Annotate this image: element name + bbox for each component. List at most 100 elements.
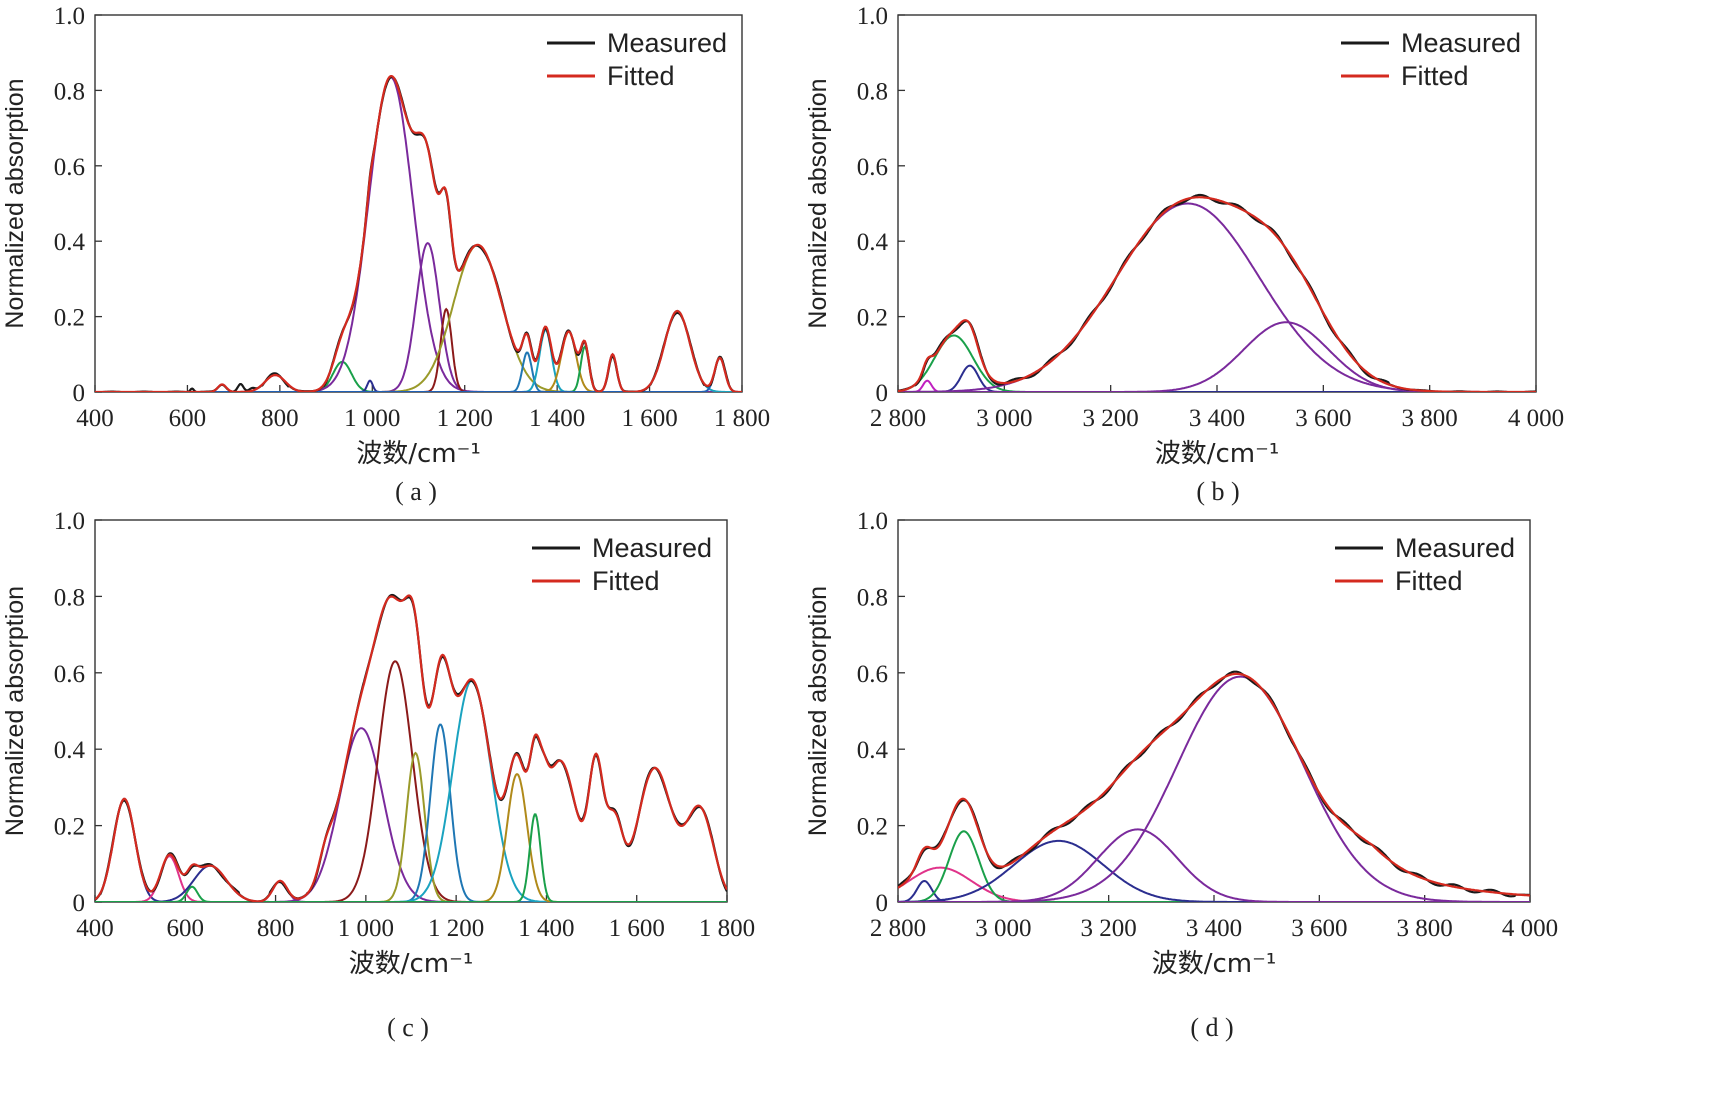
- panel-caption: ( d ): [1190, 1013, 1233, 1042]
- y-tick-label: 1.0: [857, 508, 888, 535]
- panel-caption: ( b ): [1196, 477, 1239, 506]
- y-tick-label: 0.8: [857, 78, 888, 105]
- fitted-line: [95, 594, 727, 902]
- component-peak-13: [95, 352, 742, 392]
- component-peak-4: [898, 839, 1530, 902]
- legend-label-measured: Measured: [1401, 28, 1521, 58]
- component-peak-2: [95, 855, 727, 902]
- component-peak-6: [95, 241, 742, 392]
- x-tick-label: 3 000: [976, 405, 1032, 432]
- x-tick-label: 1 800: [714, 405, 770, 432]
- legend-label-fitted: Fitted: [1401, 61, 1469, 91]
- y-tick-label: 1.0: [54, 3, 85, 30]
- y-tick-label: 0.8: [54, 78, 85, 105]
- x-tick-label: 1 200: [428, 915, 484, 942]
- y-tick-label: 0.2: [54, 814, 85, 841]
- component-peak-5: [95, 76, 742, 392]
- legend-label-measured: Measured: [592, 533, 712, 563]
- y-tick-label: 0: [876, 890, 889, 917]
- y-tick-label: 0.4: [54, 737, 86, 764]
- component-peak-8: [95, 751, 727, 902]
- x-tick-label: 1 000: [338, 915, 394, 942]
- x-tick-label: 3 200: [1081, 915, 1137, 942]
- component-peak-7: [95, 660, 727, 902]
- x-tick-label: 400: [76, 915, 114, 942]
- x-tick-label: 400: [76, 405, 114, 432]
- y-tick-label: 0: [73, 890, 86, 917]
- x-tick-label: 1 000: [344, 405, 400, 432]
- x-tick-label: 1 200: [437, 405, 493, 432]
- x-tick-label: 3 800: [1402, 405, 1458, 432]
- chart-panel-b: 2 800 3 000 3 200 3 400 3 600 3 800 4 000 0 0.2 0…: [804, 3, 1564, 506]
- component-peak-4: [898, 202, 1536, 392]
- x-tick-label: 4 000: [1508, 405, 1564, 432]
- component-peak-10: [95, 329, 742, 392]
- x-axis-label: 波数/cm⁻¹: [356, 439, 481, 469]
- x-tick-label: 3 200: [1083, 405, 1139, 432]
- chart-panel-d: 2 800 3 000 3 200 3 400 3 600 3 800 4 000 0 0.2 0…: [804, 508, 1558, 1042]
- x-tick-label: 2 800: [870, 915, 926, 942]
- component-peak-15: [95, 356, 742, 392]
- y-tick-label: 0.2: [857, 814, 888, 841]
- plot-area: [95, 74, 742, 392]
- component-peak-7: [95, 307, 742, 392]
- y-tick-label: 0.6: [857, 661, 888, 688]
- component-peak-2: [898, 866, 1530, 902]
- x-tick-label: 3 000: [975, 915, 1031, 942]
- x-tick-label: 1 400: [529, 405, 585, 432]
- x-tick-label: 3 600: [1295, 405, 1351, 432]
- component-peak-2: [898, 334, 1536, 392]
- legend-label-fitted: Fitted: [1395, 566, 1463, 596]
- panel-caption: ( a ): [395, 477, 437, 506]
- x-tick-label: 3 400: [1189, 405, 1245, 432]
- fitted-line: [95, 74, 742, 392]
- component-peak-8: [95, 243, 742, 392]
- x-tick-label: 600: [167, 915, 205, 942]
- measured-line: [95, 75, 742, 392]
- x-axis-label: 波数/cm⁻¹: [1152, 949, 1277, 979]
- y-tick-label: 0.8: [857, 584, 888, 611]
- y-tick-label: 0.4: [857, 229, 889, 256]
- fitted-line: [898, 196, 1536, 392]
- y-axis-label: Normalized absorption: [804, 586, 832, 836]
- measured-line: [898, 193, 1536, 392]
- x-tick-label: 1 800: [699, 915, 755, 942]
- y-tick-label: 0.6: [54, 154, 85, 181]
- legend-label-fitted: Fitted: [592, 566, 660, 596]
- legend-label-fitted: Fitted: [607, 61, 675, 91]
- x-tick-label: 3 400: [1186, 915, 1242, 942]
- legend-label-measured: Measured: [607, 28, 727, 58]
- x-tick-label: 4 000: [1502, 915, 1558, 942]
- panel-caption: ( c ): [387, 1013, 429, 1042]
- y-tick-label: 0.4: [54, 229, 86, 256]
- plot-area: [95, 593, 727, 902]
- x-tick-label: 2 800: [870, 405, 926, 432]
- y-tick-label: 1.0: [857, 3, 888, 30]
- chart-panel-a: 400 600 800 1 000 1 200 1 400 1 600 1 800 0 0.2 0.…: [1, 3, 770, 506]
- y-tick-label: 0: [876, 380, 889, 407]
- y-axis-label: Normalized absorption: [1, 78, 29, 328]
- y-axis-label: Normalized absorption: [804, 78, 832, 328]
- x-tick-label: 1 400: [518, 915, 574, 942]
- component-peak-6: [95, 727, 727, 902]
- component-peak-11: [95, 330, 742, 392]
- legend-label-measured: Measured: [1395, 533, 1515, 563]
- x-axis-label: 波数/cm⁻¹: [1155, 439, 1280, 469]
- x-tick-label: 1 600: [609, 915, 665, 942]
- y-tick-label: 1.0: [54, 508, 85, 535]
- component-peak-4: [95, 864, 727, 902]
- y-axis-label: Normalized absorption: [1, 586, 29, 836]
- x-axis-label: 波数/cm⁻¹: [349, 949, 474, 979]
- fitted-line: [898, 672, 1530, 897]
- x-tick-label: 600: [169, 405, 207, 432]
- component-peak-6: [898, 675, 1530, 902]
- y-tick-label: 0.2: [54, 305, 85, 332]
- x-tick-label: 800: [261, 405, 299, 432]
- x-tick-label: 1 600: [621, 405, 677, 432]
- y-tick-label: 0.6: [54, 661, 85, 688]
- component-peak-3: [95, 885, 727, 902]
- y-tick-label: 0.2: [857, 305, 888, 332]
- y-tick-label: 0.6: [857, 154, 888, 181]
- chart-panel-c: 400 600 800 1 000 1 200 1 400 1 600 1 800 0 0.2 0.…: [1, 508, 755, 1042]
